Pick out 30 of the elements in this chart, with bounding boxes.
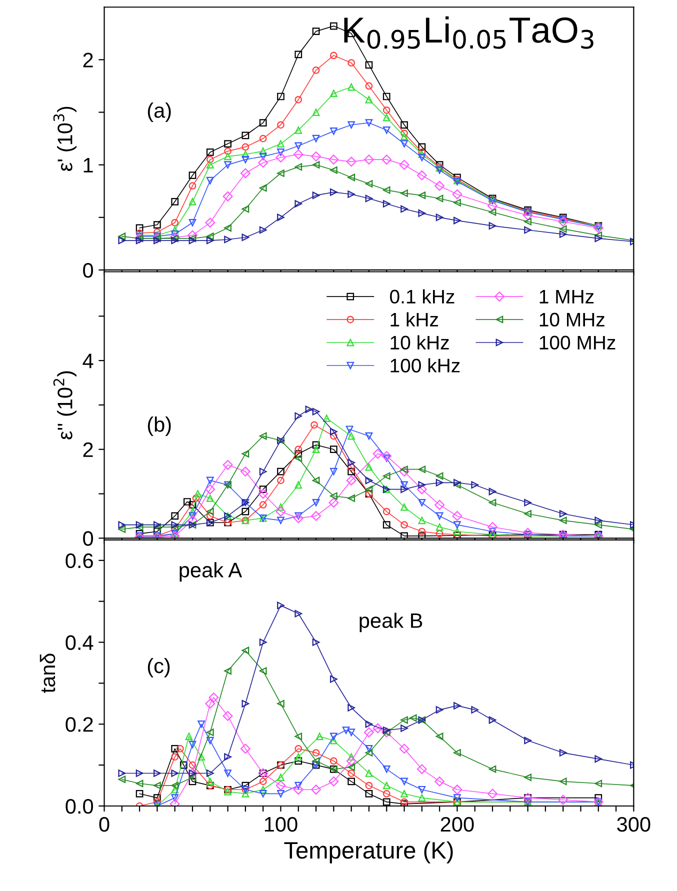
y-tick-label: 0: [83, 262, 94, 278]
y-axis-title: ε'' (10$^{2}$): [53, 371, 76, 440]
y-tick-label: 0.0: [66, 799, 94, 814]
x-tick-label: 100: [264, 816, 298, 832]
y-tick-label: 0.2: [66, 717, 93, 732]
x-tick-label: 200: [440, 816, 474, 832]
legend-label: 1 kHz: [390, 312, 438, 326]
x-axis-title: Temperature (K): [284, 841, 453, 864]
annotation: peak A: [180, 562, 242, 582]
annotation: peak B: [360, 612, 422, 632]
y-axis-title: tanδ: [40, 654, 56, 693]
y-tick-label: 2: [83, 52, 93, 68]
y-tick-label: 4: [82, 354, 94, 368]
legend-label: 0.1 kHz: [390, 289, 454, 304]
legend-label: 100 MHz: [540, 336, 616, 350]
y-tick-label: 2: [83, 442, 93, 457]
annotation: (a): [148, 102, 171, 122]
legend-label: 100 kHz: [390, 358, 460, 372]
x-tick-label: 300: [617, 816, 650, 832]
y-tick-label: 0.6: [66, 553, 93, 568]
y-tick-label: 1: [84, 158, 93, 172]
legend-label: 10 kHz: [390, 335, 449, 350]
annotation: (b): [148, 416, 171, 436]
y-tick-label: 0.4: [66, 635, 94, 650]
y-tick-label: 0: [83, 531, 94, 546]
annotation: (c): [148, 658, 170, 678]
x-tick-label: 0: [99, 816, 110, 832]
legend-label: 1 MHz: [540, 290, 594, 304]
y-axis-title: ε' (10$^{3}$): [53, 106, 76, 171]
legend-label: 10 MHz: [540, 312, 604, 327]
